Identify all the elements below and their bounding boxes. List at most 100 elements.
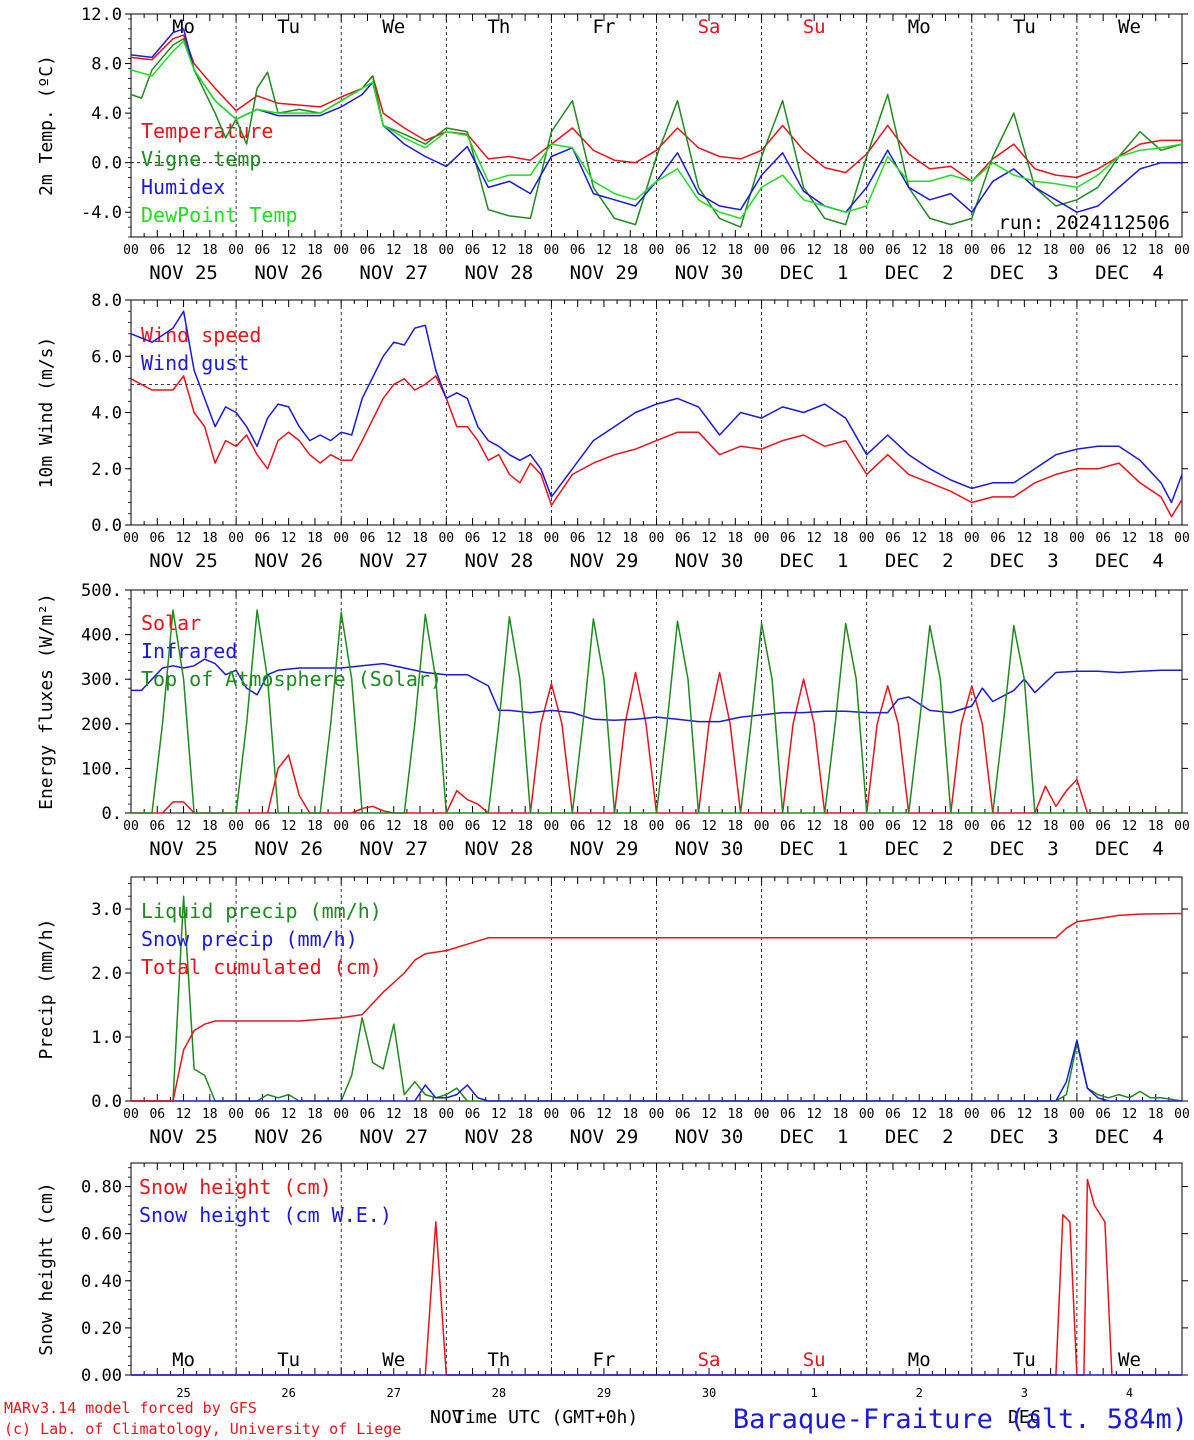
hour-tick-label: 12 <box>596 531 612 546</box>
hour-tick-label: 06 <box>675 243 691 258</box>
y-tick-label: 1.0 <box>91 1028 122 1048</box>
date-label: DEC 2 <box>885 1126 954 1148</box>
y-tick-label: 0.0 <box>91 154 122 174</box>
y-tick-label: 0.0 <box>91 516 122 536</box>
hour-tick-label: 00 <box>964 531 980 546</box>
hour-tick-label: 00 <box>544 1107 560 1122</box>
date-label: DEC 2 <box>885 550 954 572</box>
weekday-label: Tu <box>1013 16 1036 38</box>
hour-tick-label: 12 <box>386 531 402 546</box>
hour-tick-label: 00 <box>544 531 560 546</box>
weekday-label: Su <box>803 16 826 38</box>
weekday-label: Tu <box>277 16 300 38</box>
hour-tick-label: 06 <box>780 243 796 258</box>
legend-entry: Liquid precip (mm/h) <box>141 899 382 923</box>
date-label: DEC 4 <box>1095 1126 1164 1148</box>
hour-tick-label: 18 <box>307 531 323 546</box>
hour-tick-label: 18 <box>1043 819 1059 834</box>
date-label: NOV 28 <box>465 262 534 284</box>
hour-tick-label: 00 <box>544 243 560 258</box>
hour-tick-label: 00 <box>1069 1107 1085 1122</box>
hour-tick-label: 18 <box>517 1107 533 1122</box>
weekday-label: We <box>1118 16 1141 38</box>
series-line-solar <box>131 671 1182 814</box>
month-label: NOV <box>430 1407 463 1428</box>
legend-entry: Snow height (cm W.E.) <box>139 1203 392 1227</box>
y-tick-label: -4.0 <box>81 203 122 223</box>
hour-tick-label: 06 <box>255 531 271 546</box>
legend-entry: DewPoint Temp <box>141 203 298 227</box>
hour-tick-label: 12 <box>806 1107 822 1122</box>
hour-tick-label: 18 <box>307 1107 323 1122</box>
y-tick-label: 500. <box>81 581 122 601</box>
legend-entry: Humidex <box>141 175 225 199</box>
series-line-dewpoint-temp <box>130 40 1183 220</box>
credit-line-1: MARv3.14 model forced by GFS <box>4 1399 257 1417</box>
hour-tick-label: 06 <box>149 1107 165 1122</box>
weekday-label: Sa <box>698 16 721 38</box>
weekday-label: We <box>1118 1349 1141 1371</box>
hour-tick-label: 12 <box>491 531 507 546</box>
date-label: NOV 27 <box>359 838 428 860</box>
weekday-label: Su <box>803 1349 826 1371</box>
hour-tick-label: 12 <box>911 819 927 834</box>
legend-entry: Snow height (cm) <box>139 1175 332 1199</box>
hour-tick-label: 18 <box>202 819 218 834</box>
weekday-label: Th <box>487 1349 510 1371</box>
legend-entry: Infrared <box>141 639 237 663</box>
hour-tick-label: 06 <box>360 819 376 834</box>
panel-4: 3.0 2.0 1.0 0.0 Precip (mm/h) 00 06 12 18 00 06 12 1… <box>36 876 1190 1148</box>
hour-tick-label: 00 <box>649 819 665 834</box>
hour-tick-label: 12 <box>1017 531 1033 546</box>
hour-tick-label: 00 <box>1174 819 1190 834</box>
date-label: NOV 25 <box>149 838 218 860</box>
hour-tick-label: 00 <box>544 819 560 834</box>
hour-tick-label: 18 <box>307 243 323 258</box>
date-label: NOV 28 <box>465 550 534 572</box>
weekday-label: Tu <box>1013 1349 1036 1371</box>
hour-tick-label: 06 <box>990 531 1006 546</box>
hour-tick-label: 00 <box>333 531 349 546</box>
weekday-label: Mo <box>908 1349 931 1371</box>
station-label: Baraque-Fraiture (alt. 584m) <box>733 1404 1188 1435</box>
hour-tick-label: 06 <box>675 531 691 546</box>
hour-tick-label: 00 <box>1174 531 1190 546</box>
hour-tick-label: 18 <box>517 243 533 258</box>
day-number-label: 27 <box>387 1386 401 1400</box>
hour-tick-label: 06 <box>570 1107 586 1122</box>
hour-tick-label: 06 <box>885 531 901 546</box>
hour-tick-label: 00 <box>1069 819 1085 834</box>
hour-tick-label: 12 <box>281 1107 297 1122</box>
run-label: run: 2024112506 <box>998 212 1170 234</box>
legend-entry: Temperature <box>141 119 273 143</box>
series-line-snow-precip-mm-h- <box>131 1039 1182 1102</box>
hour-tick-label: 18 <box>202 243 218 258</box>
date-label: NOV 27 <box>359 550 428 572</box>
hour-tick-label: 06 <box>360 531 376 546</box>
date-label: NOV 26 <box>254 550 323 572</box>
hour-tick-label: 00 <box>1174 1107 1190 1122</box>
y-tick-label: 12.0 <box>81 5 122 25</box>
date-label: DEC 3 <box>990 838 1059 860</box>
date-label: DEC 3 <box>990 550 1059 572</box>
hour-tick-label: 00 <box>964 243 980 258</box>
day-number-label: 4 <box>1126 1386 1133 1400</box>
hour-tick-label: 00 <box>754 243 770 258</box>
hour-tick-label: 00 <box>1174 243 1190 258</box>
hour-tick-label: 12 <box>176 819 192 834</box>
hour-tick-label: 00 <box>228 531 244 546</box>
hour-tick-label: 12 <box>1017 1107 1033 1122</box>
hour-tick-label: 00 <box>123 819 139 834</box>
date-label: DEC 4 <box>1095 838 1164 860</box>
hour-tick-label: 18 <box>517 531 533 546</box>
hour-tick-label: 06 <box>1095 531 1111 546</box>
hour-tick-label: 18 <box>833 1107 849 1122</box>
hour-tick-label: 00 <box>754 819 770 834</box>
hour-tick-label: 18 <box>938 531 954 546</box>
hour-tick-label: 18 <box>833 531 849 546</box>
hour-tick-label: 06 <box>465 243 481 258</box>
hour-tick-label: 12 <box>596 819 612 834</box>
hour-tick-label: 06 <box>1095 819 1111 834</box>
hour-tick-label: 12 <box>911 243 927 258</box>
hour-tick-label: 18 <box>622 531 638 546</box>
